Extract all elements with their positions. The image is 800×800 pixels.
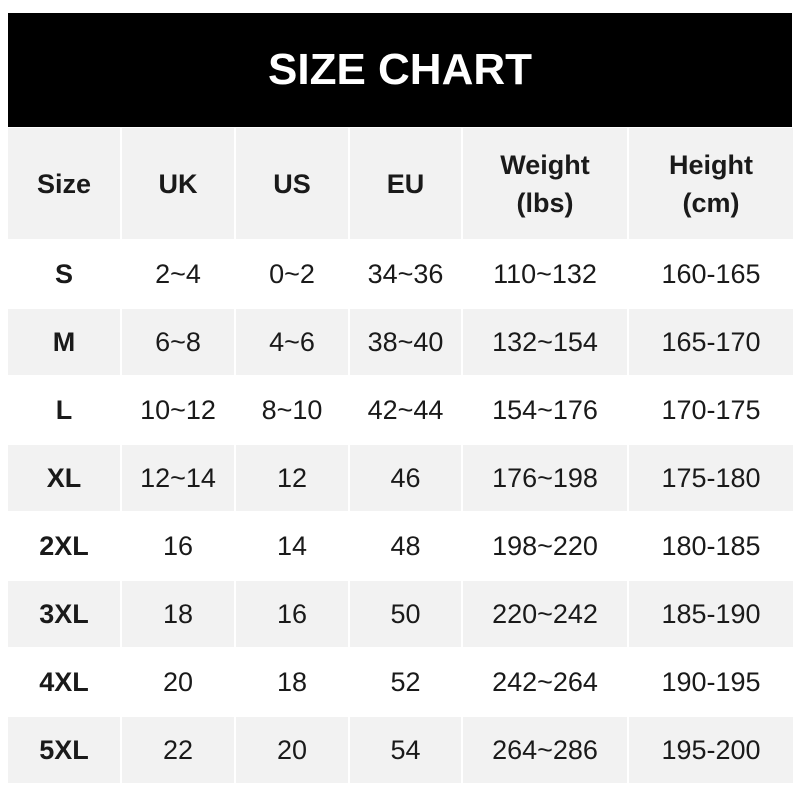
size-label: M: [8, 309, 120, 375]
size-label: 3XL: [8, 581, 120, 647]
table-cell: 160-165: [629, 241, 793, 307]
table-cell: 48: [350, 513, 461, 579]
table-row: S 2~4 0~2 34~36 110~132 160-165: [8, 241, 793, 307]
table-cell: 50: [350, 581, 461, 647]
table-row: XL 12~14 12 46 176~198 175-180: [8, 445, 793, 511]
table-cell: 165-170: [629, 309, 793, 375]
table-cell: 10~12: [122, 377, 234, 443]
table-cell: 18: [122, 581, 234, 647]
table-row: 3XL 18 16 50 220~242 185-190: [8, 581, 793, 647]
table-cell: 0~2: [236, 241, 348, 307]
table-cell: 12~14: [122, 445, 234, 511]
column-header: EU: [350, 128, 461, 239]
table-cell: 18: [236, 649, 348, 715]
table-row: M 6~8 4~6 38~40 132~154 165-170: [8, 309, 793, 375]
column-header: Height (cm): [629, 128, 793, 239]
table-cell: 190-195: [629, 649, 793, 715]
column-header: UK: [122, 128, 234, 239]
size-label: S: [8, 241, 120, 307]
size-chart-table: Size UK US EU Weight (lbs) Height (cm) S 2~4 0~…: [6, 126, 795, 785]
table-cell: 170-175: [629, 377, 793, 443]
table-cell: 220~242: [463, 581, 627, 647]
size-label: L: [8, 377, 120, 443]
table-cell: 12: [236, 445, 348, 511]
table-cell: 34~36: [350, 241, 461, 307]
table-row: 5XL 22 20 54 264~286 195-200: [8, 717, 793, 783]
table-cell: 4~6: [236, 309, 348, 375]
table-cell: 132~154: [463, 309, 627, 375]
table-cell: 185-190: [629, 581, 793, 647]
table-cell: 176~198: [463, 445, 627, 511]
table-cell: 16: [122, 513, 234, 579]
table-cell: 38~40: [350, 309, 461, 375]
table-cell: 110~132: [463, 241, 627, 307]
table-cell: 198~220: [463, 513, 627, 579]
table-cell: 242~264: [463, 649, 627, 715]
table-row: 2XL 16 14 48 198~220 180-185: [8, 513, 793, 579]
size-label: 2XL: [8, 513, 120, 579]
column-header: US: [236, 128, 348, 239]
table-cell: 175-180: [629, 445, 793, 511]
table-cell: 20: [236, 717, 348, 783]
page-title: SIZE CHART: [8, 13, 792, 127]
table-cell: 2~4: [122, 241, 234, 307]
header-row: Size UK US EU Weight (lbs) Height (cm): [8, 128, 793, 239]
table-cell: 46: [350, 445, 461, 511]
size-label: 5XL: [8, 717, 120, 783]
table-cell: 22: [122, 717, 234, 783]
column-header: Size: [8, 128, 120, 239]
size-label: 4XL: [8, 649, 120, 715]
table-cell: 180-185: [629, 513, 793, 579]
table-cell: 52: [350, 649, 461, 715]
table-cell: 8~10: [236, 377, 348, 443]
table-cell: 6~8: [122, 309, 234, 375]
table-cell: 14: [236, 513, 348, 579]
table-cell: 195-200: [629, 717, 793, 783]
table-row: 4XL 20 18 52 242~264 190-195: [8, 649, 793, 715]
size-label: XL: [8, 445, 120, 511]
table-row: L 10~12 8~10 42~44 154~176 170-175: [8, 377, 793, 443]
table-cell: 16: [236, 581, 348, 647]
table-cell: 54: [350, 717, 461, 783]
table-cell: 42~44: [350, 377, 461, 443]
table-cell: 154~176: [463, 377, 627, 443]
table-cell: 20: [122, 649, 234, 715]
table-cell: 264~286: [463, 717, 627, 783]
column-header: Weight (lbs): [463, 128, 627, 239]
